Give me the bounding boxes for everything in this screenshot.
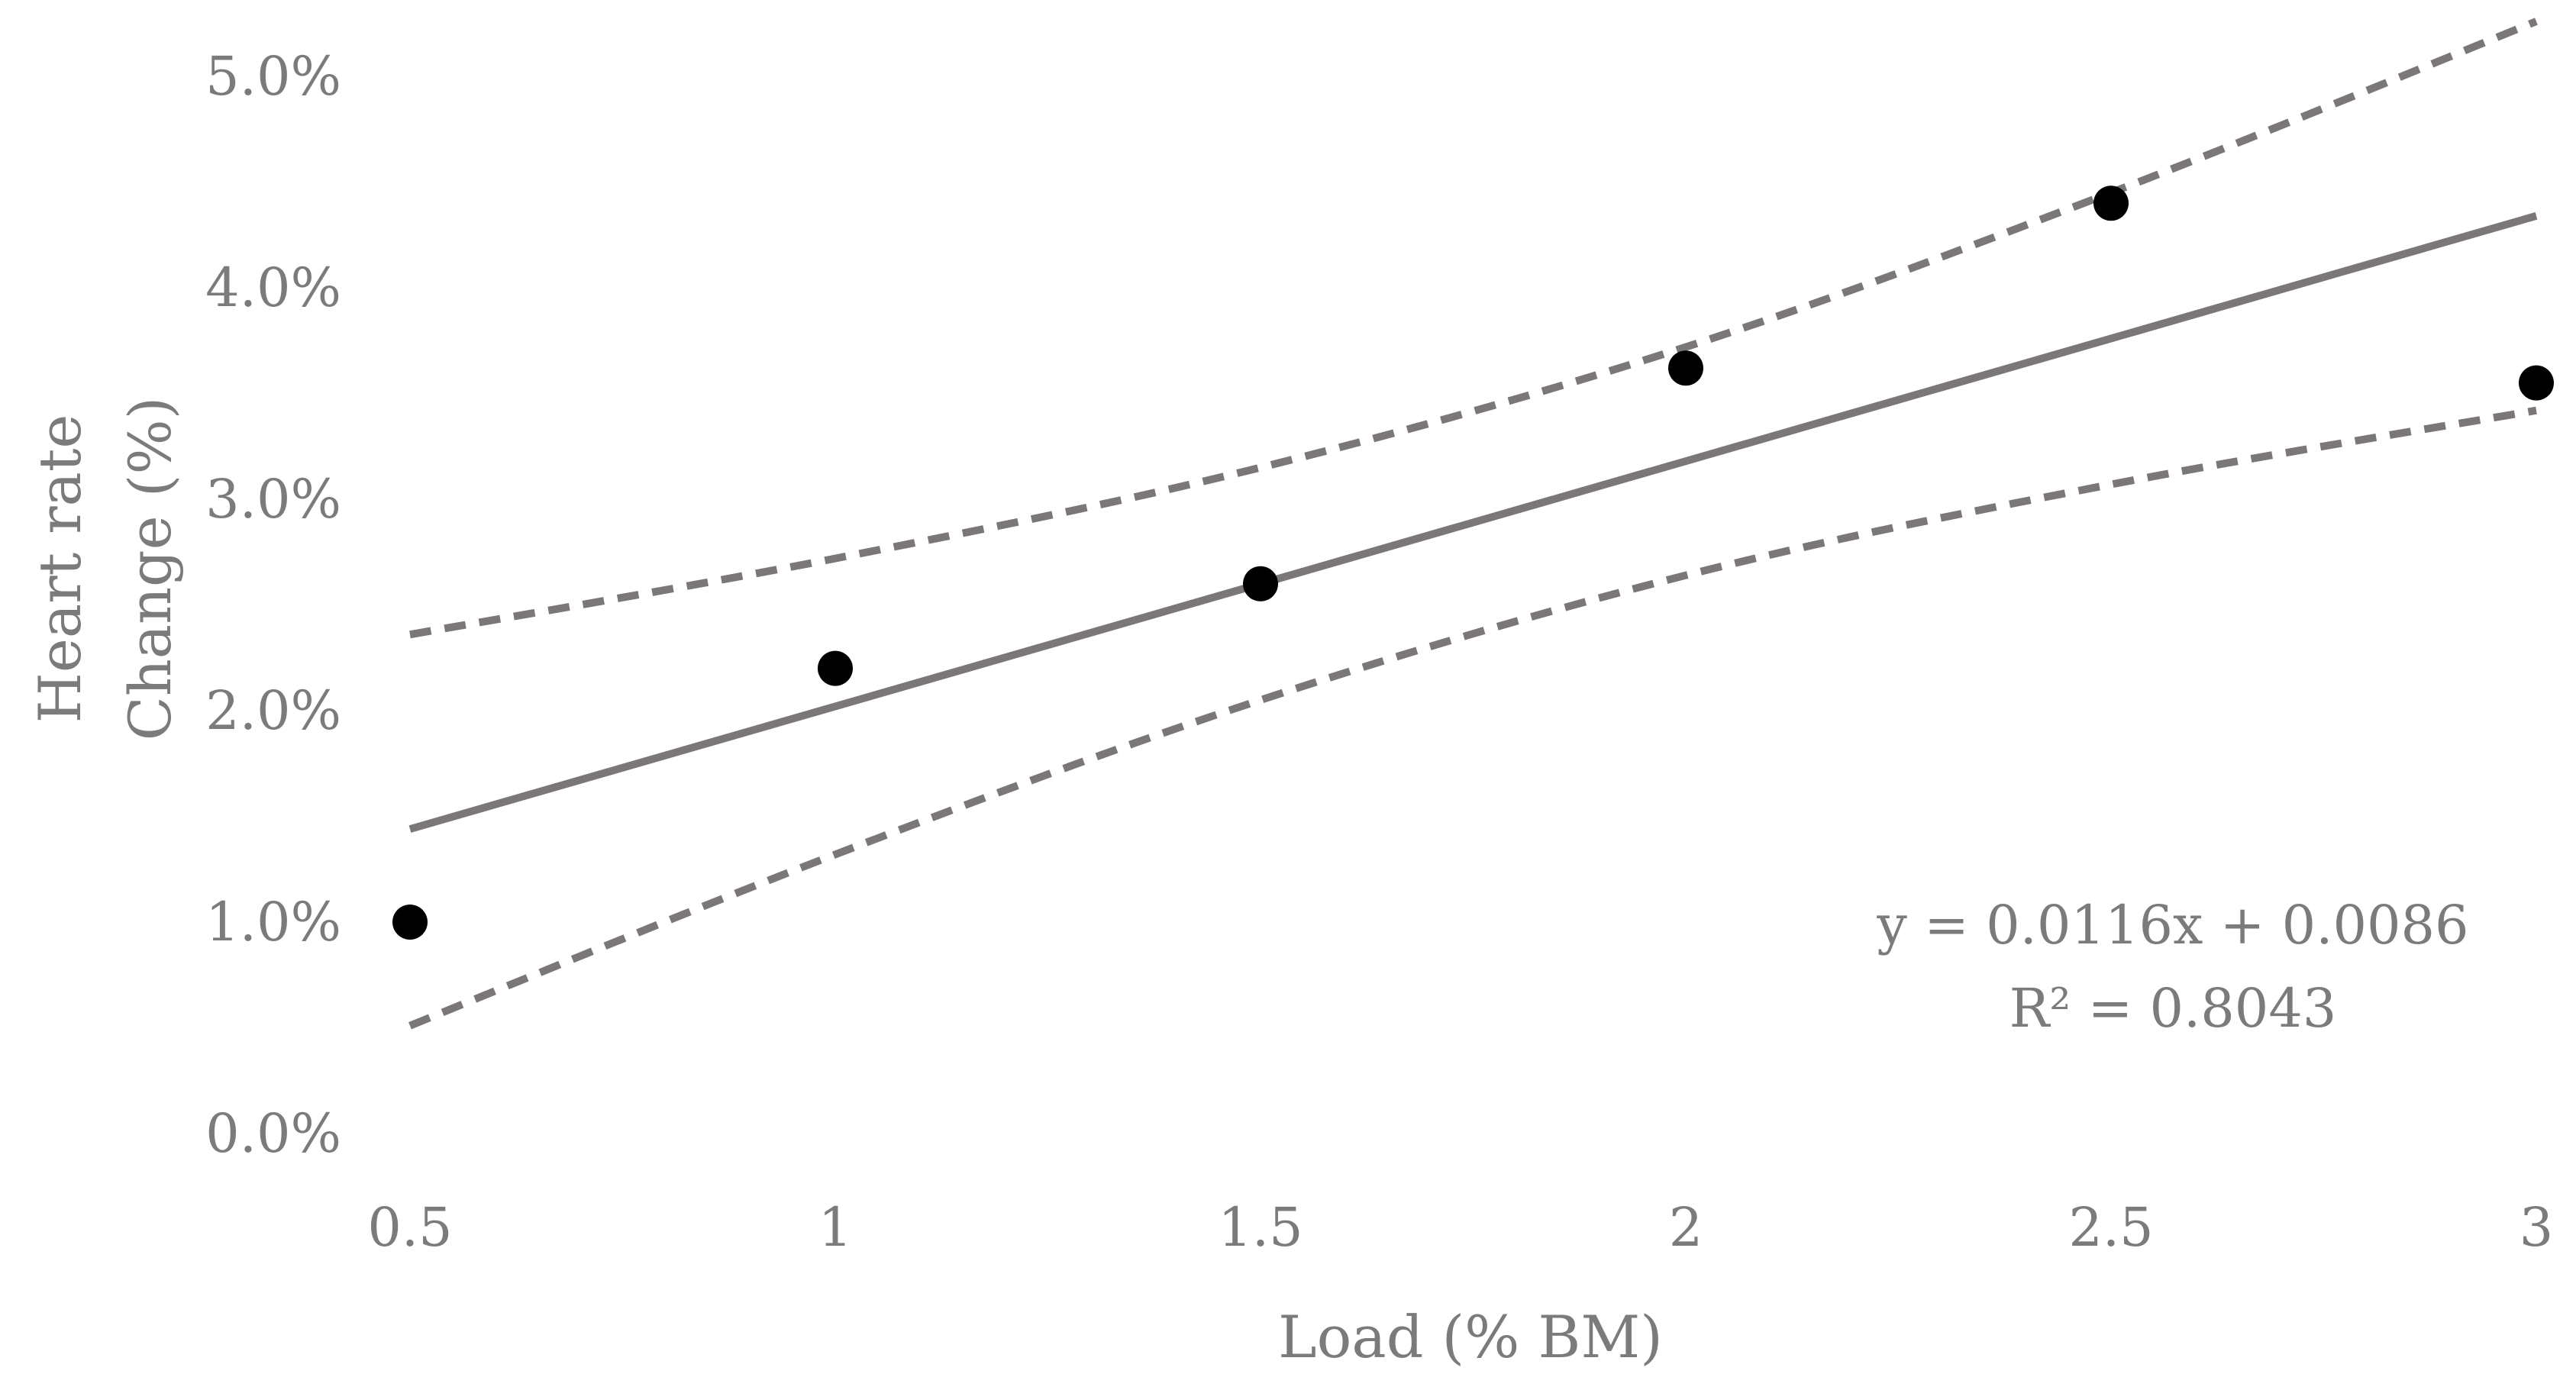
data-point [818,650,853,686]
trendline [408,212,2538,833]
y-tick-label: 5.0% [205,45,341,108]
y-tick-label: 1.0% [205,891,341,953]
x-tick-label: 2.5 [2068,1196,2153,1259]
confidence-band [408,18,2538,1030]
x-tick-label: 3 [2520,1196,2554,1259]
x-tick-label: 0.5 [367,1196,452,1259]
y-axis-title: Heart rate Change (%) [26,397,184,741]
data-point [2519,365,2554,401]
regression-annotation: y = 0.0116x + 0.0086 R² = 0.8043 [1876,894,2468,1040]
data-point [2093,185,2129,221]
data-points [392,185,2554,940]
upper-confidence-line [409,18,2538,639]
y-tick-label: 2.0% [205,679,341,742]
x-axis-title: Load (% BM) [1278,1303,1663,1371]
lower-confidence-line [408,406,2537,1030]
trendline-group [408,212,2538,833]
x-tick-label: 1.5 [1218,1196,1303,1259]
x-tick-label: 1 [818,1196,853,1259]
y-tick-label: 3.0% [205,468,341,531]
data-point [1668,350,1703,386]
x-tick-label: 2 [1669,1196,1703,1259]
regression-equation: y = 0.0116x + 0.0086 [1876,894,2468,956]
r-squared-value: R² = 0.8043 [2009,977,2337,1040]
y-tick-label: 4.0% [205,256,341,319]
x-axis-tick-labels: 0.5 1 1.5 2 2.5 3 [367,1196,2553,1259]
data-point [392,905,428,940]
y-axis-tick-labels: 0.0% 1.0% 2.0% 3.0% 4.0% 5.0% [205,45,341,1165]
data-point [1243,566,1278,601]
y-axis-title-line-1: Heart rate [26,414,94,724]
y-tick-label: 0.0% [205,1102,341,1165]
y-axis-title-line-2: Change (%) [116,397,184,741]
